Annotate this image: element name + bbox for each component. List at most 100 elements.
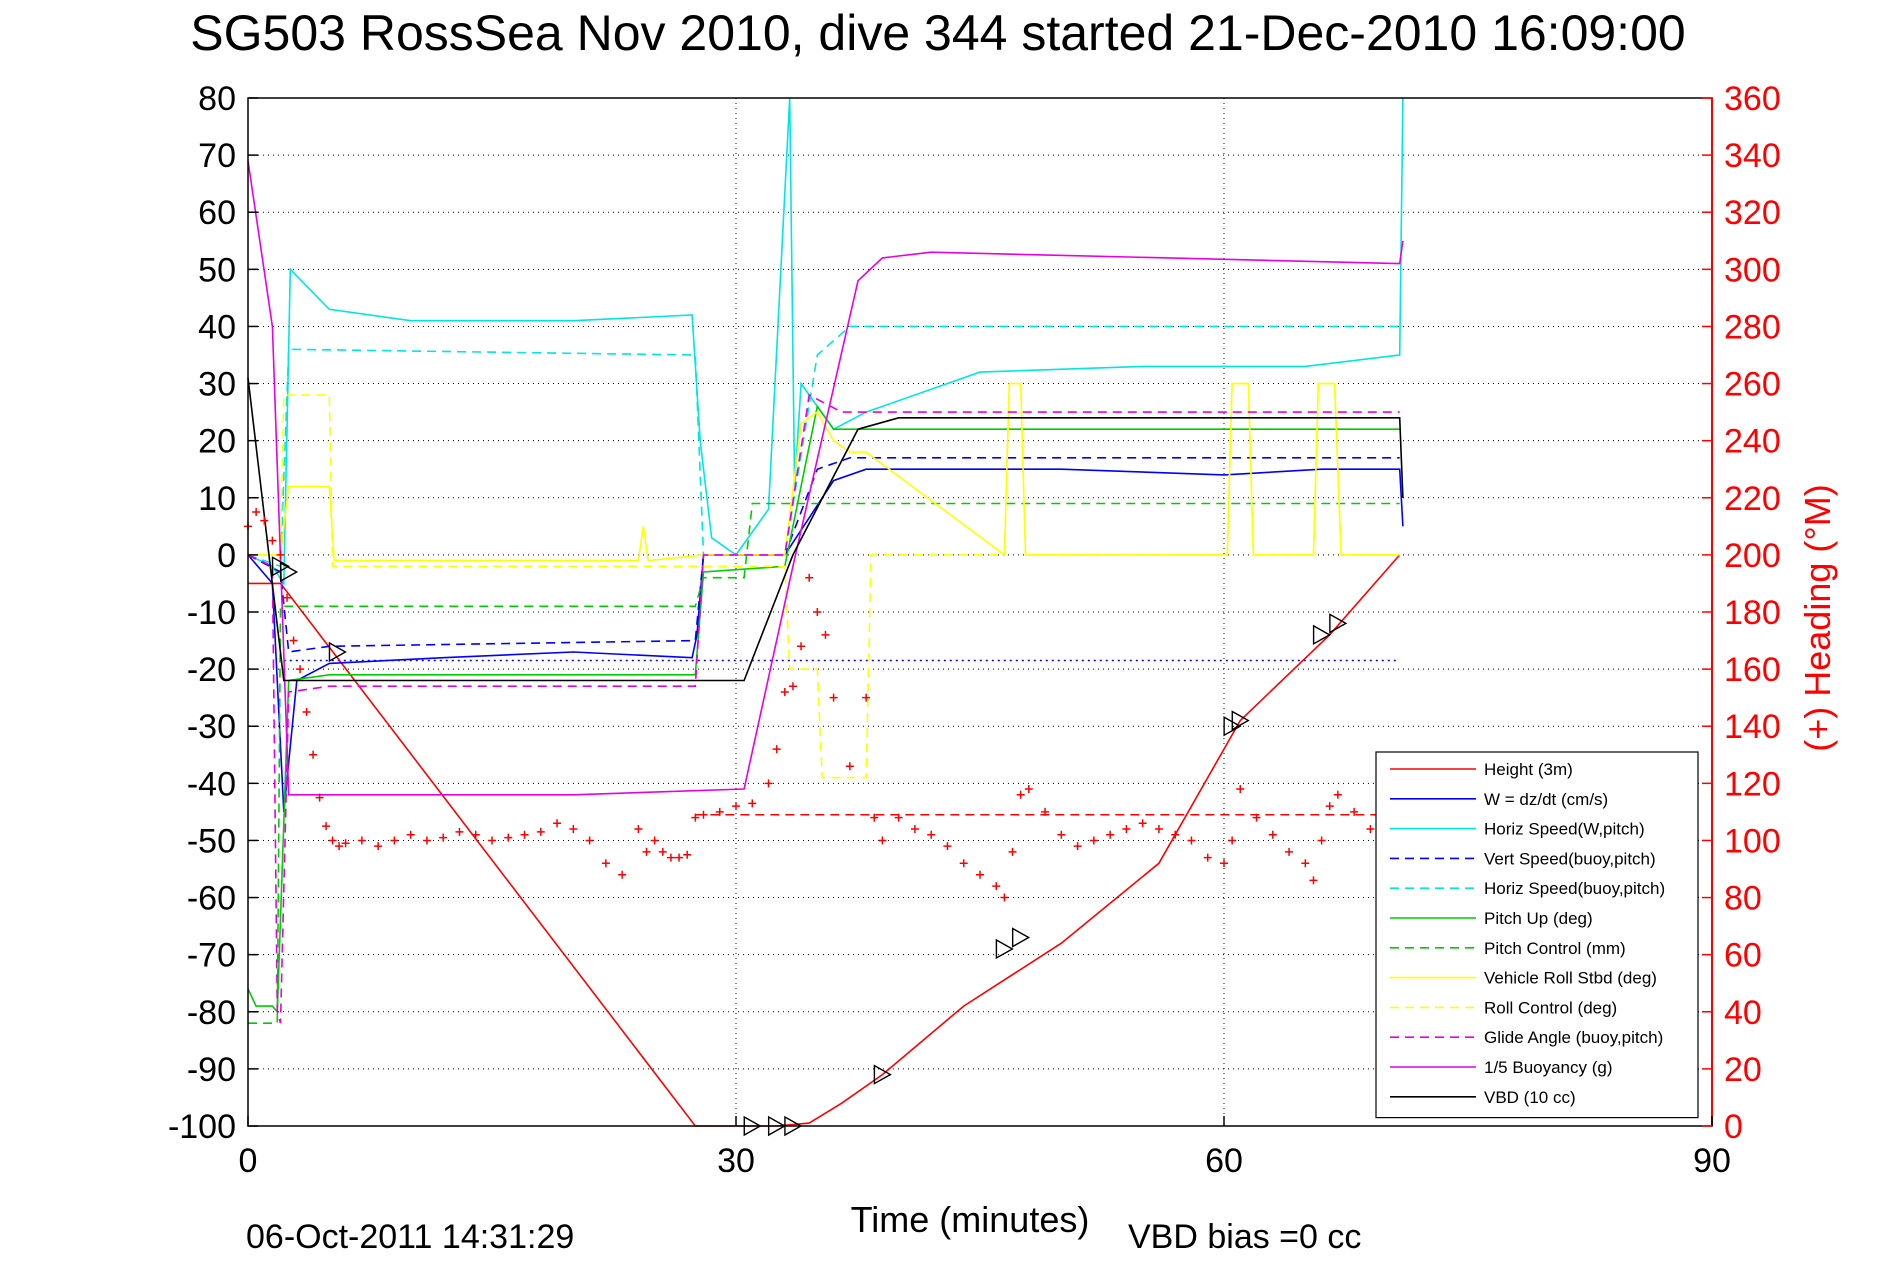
y-right-tick-label: 100 xyxy=(1724,822,1781,860)
heading-point xyxy=(1317,836,1326,845)
heading-point xyxy=(1073,842,1082,851)
legend: Height (3m) W = dz/dt (cm/s) Horiz Speed(W… xyxy=(1375,751,1699,1119)
heading-point xyxy=(455,827,464,836)
y-right-tick-label: 220 xyxy=(1724,480,1781,518)
legend-label: Horiz Speed(buoy,pitch) xyxy=(1484,879,1665,898)
heading-point xyxy=(1024,785,1033,794)
legend-label: W = dz/dt (cm/s) xyxy=(1484,790,1608,809)
y-right-tick-label: 340 xyxy=(1724,137,1781,175)
heading-point xyxy=(1325,802,1334,811)
heading-point xyxy=(422,836,431,845)
footer-vbd-bias: VBD bias =0 cc xyxy=(1128,1218,1361,1256)
heading-point xyxy=(536,827,545,836)
heading-point xyxy=(1138,819,1147,828)
heading-point xyxy=(328,836,337,845)
y-right-tick-label: 320 xyxy=(1724,194,1781,232)
heading-point xyxy=(357,836,366,845)
heading-point xyxy=(642,847,651,856)
heading-point xyxy=(1236,785,1245,794)
heading-point xyxy=(1203,853,1212,862)
series-glide-angle-buoy-pitch xyxy=(247,393,1400,1024)
heading-point xyxy=(878,836,887,845)
heading-point xyxy=(1252,813,1261,822)
y-left-tick-label: -60 xyxy=(187,880,236,918)
heading-point xyxy=(1301,859,1310,868)
heading-point xyxy=(675,853,684,862)
heading-point xyxy=(1350,807,1359,816)
y-right-tick-label: 60 xyxy=(1724,937,1762,975)
dive-marker xyxy=(1011,927,1031,948)
heading-point xyxy=(309,750,318,759)
legend-label: 1/5 Buoyancy (g) xyxy=(1484,1058,1613,1077)
heading-point xyxy=(335,842,344,851)
heading-point xyxy=(1333,790,1342,799)
legend-label: Pitch Up (deg) xyxy=(1484,909,1593,928)
heading-point xyxy=(732,802,740,811)
heading-point xyxy=(829,693,838,702)
heading-point xyxy=(569,825,578,834)
legend-label: Pitch Control (mm) xyxy=(1484,939,1626,958)
y-left-tick-label: 80 xyxy=(198,80,236,118)
heading-point xyxy=(1008,847,1017,856)
heading-point xyxy=(289,636,298,645)
heading-point xyxy=(699,810,708,819)
footer-timestamp: 06-Oct-2011 14:31:29 xyxy=(246,1218,574,1256)
y-left-tick-label: -10 xyxy=(187,594,236,632)
x-axis-label: Time (minutes) xyxy=(851,1199,1090,1240)
series-vert-speed-buoy-pitch xyxy=(247,456,1400,653)
heading-point xyxy=(260,516,269,525)
series-1-5-buoyancy-g xyxy=(247,160,1404,796)
dive-marker xyxy=(279,561,299,583)
heading-point xyxy=(1041,807,1050,816)
heading-point xyxy=(764,779,773,788)
heading-point xyxy=(845,762,854,771)
heading-point xyxy=(813,608,822,616)
dive-marker xyxy=(1329,613,1348,634)
heading-point xyxy=(553,819,562,828)
series-vbd-10-cc xyxy=(247,377,1404,682)
y-left-tick-label: 60 xyxy=(198,194,236,232)
heading-point xyxy=(927,830,936,839)
y-left-tick-label: 0 xyxy=(217,537,236,575)
heading-point xyxy=(1268,830,1277,839)
heading-point xyxy=(797,642,806,651)
heading-point xyxy=(296,665,305,674)
y-right-tick-label: 280 xyxy=(1724,308,1781,346)
legend-label: Roll Control (deg) xyxy=(1484,998,1617,1017)
heading-point xyxy=(870,813,879,822)
y-left-tick-label: 50 xyxy=(198,251,236,289)
y-right-tick-label: 80 xyxy=(1724,880,1762,918)
heading-point xyxy=(862,693,871,702)
series-horiz-speed-w-pitch xyxy=(247,97,1404,586)
heading-point xyxy=(439,833,448,842)
heading-point xyxy=(788,682,797,691)
right-y-axis-label: (+) Heading (°M) xyxy=(1797,484,1838,751)
heading-point xyxy=(1000,893,1009,902)
heading-point xyxy=(1228,836,1237,845)
legend-label: VBD (10 cc) xyxy=(1484,1088,1576,1107)
y-left-tick-label: 10 xyxy=(198,480,236,518)
heading-point xyxy=(715,807,724,816)
heading-point xyxy=(992,882,1001,891)
heading-point xyxy=(959,859,968,868)
y-right-tick-label: 360 xyxy=(1724,80,1781,118)
x-tick-label: 30 xyxy=(717,1142,755,1180)
heading-point xyxy=(1106,830,1115,839)
heading-point xyxy=(1171,830,1180,839)
heading-point xyxy=(976,870,984,879)
heading-point xyxy=(504,833,513,842)
y-right-tick-label: 40 xyxy=(1724,994,1762,1032)
legend-label: Horiz Speed(W,pitch) xyxy=(1484,820,1645,839)
y-left-tick-label: -90 xyxy=(187,1051,236,1089)
heading-point xyxy=(488,836,496,845)
heading-point xyxy=(268,536,277,545)
legend-box xyxy=(1375,751,1699,1119)
heading-point xyxy=(650,836,659,845)
y-left-tick-label: 70 xyxy=(198,137,236,175)
heading-point xyxy=(943,842,952,851)
y-left-tick-label: -40 xyxy=(187,765,236,803)
y-right-tick-label: 0 xyxy=(1724,1108,1743,1146)
heading-point xyxy=(471,830,480,839)
dive-marker xyxy=(995,938,1014,960)
